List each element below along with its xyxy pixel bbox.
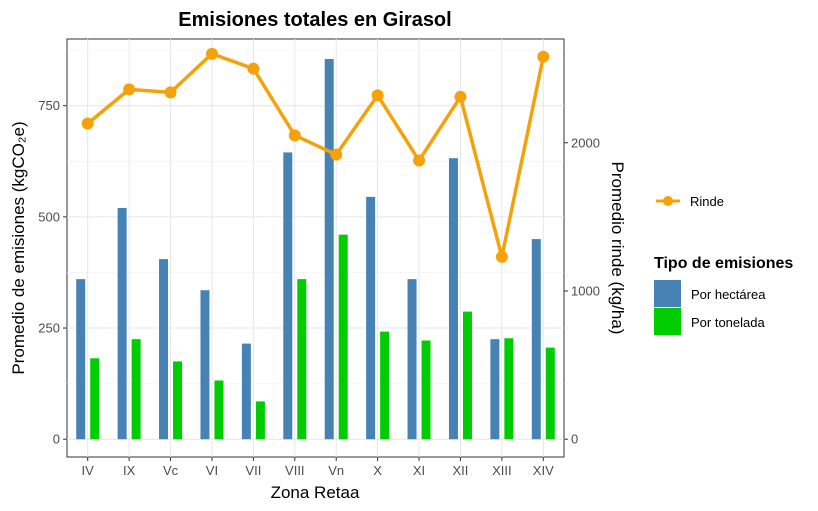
rinde-point: [413, 154, 426, 167]
x-tick-label: Vn: [328, 463, 344, 478]
bar-por-hectarea: [448, 158, 458, 440]
rinde-point: [454, 90, 467, 103]
rinde-point: [123, 83, 136, 96]
bar-por-tonelada: [173, 361, 183, 440]
plot-panel: [66, 38, 565, 458]
y2-tick-label: 1000: [571, 283, 600, 298]
rinde-point: [247, 62, 260, 75]
y-tick-label: 500: [38, 209, 60, 224]
bar-por-tonelada: [338, 234, 348, 440]
bar-por-tonelada: [380, 331, 390, 440]
chart-title: Emisiones totales en Girasol: [178, 9, 451, 31]
bar-por-hectarea: [366, 196, 376, 440]
bar-por-hectarea: [490, 339, 500, 440]
x-tick-label: XI: [413, 463, 425, 478]
y-axis-title: Promedio de emisiones (kgCO₂e): [9, 121, 28, 374]
y-axis-ticks: 0 250 500 750: [38, 98, 67, 447]
x-tick-label: VI: [206, 463, 218, 478]
bar-por-hectarea: [241, 343, 251, 440]
bar-por-hectarea: [76, 279, 86, 440]
rinde-point: [537, 50, 550, 63]
rinde-point: [288, 129, 301, 142]
bar-por-tonelada: [545, 347, 555, 440]
legend-swatch-por-hectarea: [654, 280, 681, 307]
rinde-point: [81, 117, 94, 130]
legend-rinde-marker: [663, 196, 673, 206]
x-axis-title: Zona Retaa: [271, 483, 360, 502]
x-axis-ticks: IV IX Vc VI VII VIII Vn X XI XII XIII XIV: [82, 457, 554, 478]
rinde-point: [371, 89, 384, 102]
legend-line: Rinde: [656, 194, 724, 209]
bar-por-tonelada: [421, 340, 431, 440]
x-tick-label: XIV: [533, 463, 554, 478]
y2-tick-label: 2000: [571, 135, 600, 150]
y-tick-label: 0: [53, 432, 60, 447]
bar-por-hectarea: [407, 279, 417, 440]
rinde-line-path: [86, 52, 546, 259]
bar-por-tonelada: [90, 358, 100, 440]
rinde-line: [81, 47, 550, 263]
bar-por-hectarea: [531, 239, 541, 440]
rinde-point: [330, 148, 343, 161]
x-tick-label: IV: [82, 463, 95, 478]
x-tick-label: XIII: [492, 463, 512, 478]
legend-swatch-por-tonelada: [654, 308, 681, 335]
y2-axis-ticks: 0 1000 2000: [564, 135, 600, 447]
y-tick-label: 750: [38, 98, 60, 113]
bar-por-tonelada: [504, 338, 514, 440]
bar-por-tonelada: [462, 311, 472, 440]
x-tick-label: X: [373, 463, 382, 478]
bar-por-hectarea: [200, 290, 210, 440]
legend-label-por-hectarea: Por hectárea: [691, 287, 766, 302]
bars: [76, 59, 555, 440]
legend-bars: Tipo de emisiones Por hectárea Por tonel…: [654, 255, 793, 335]
bar-por-hectarea: [324, 59, 334, 440]
legend-title: Tipo de emisiones: [654, 255, 793, 272]
bar-por-tonelada: [297, 279, 307, 440]
bar-por-tonelada: [255, 401, 265, 440]
y2-tick-label: 0: [571, 432, 578, 447]
bar-por-tonelada: [131, 339, 141, 440]
x-tick-label: VII: [245, 463, 261, 478]
x-tick-label: IX: [123, 463, 136, 478]
legend-rinde-label: Rinde: [690, 194, 724, 209]
y-tick-label: 250: [38, 321, 60, 336]
rinde-point: [205, 47, 218, 60]
x-tick-label: Vc: [163, 463, 179, 478]
rinde-point: [164, 86, 177, 99]
bar-por-tonelada: [214, 380, 224, 440]
gridlines: [67, 39, 564, 457]
x-tick-label: VIII: [285, 463, 305, 478]
bar-por-hectarea: [159, 259, 169, 440]
rinde-point: [495, 250, 508, 263]
legend-label-por-tonelada: Por tonelada: [691, 315, 765, 330]
x-tick-label: XII: [453, 463, 469, 478]
bar-por-hectarea: [117, 207, 127, 440]
y2-axis-title: Promedio rinde (kg/ha): [608, 162, 627, 335]
bar-por-hectarea: [283, 152, 293, 440]
